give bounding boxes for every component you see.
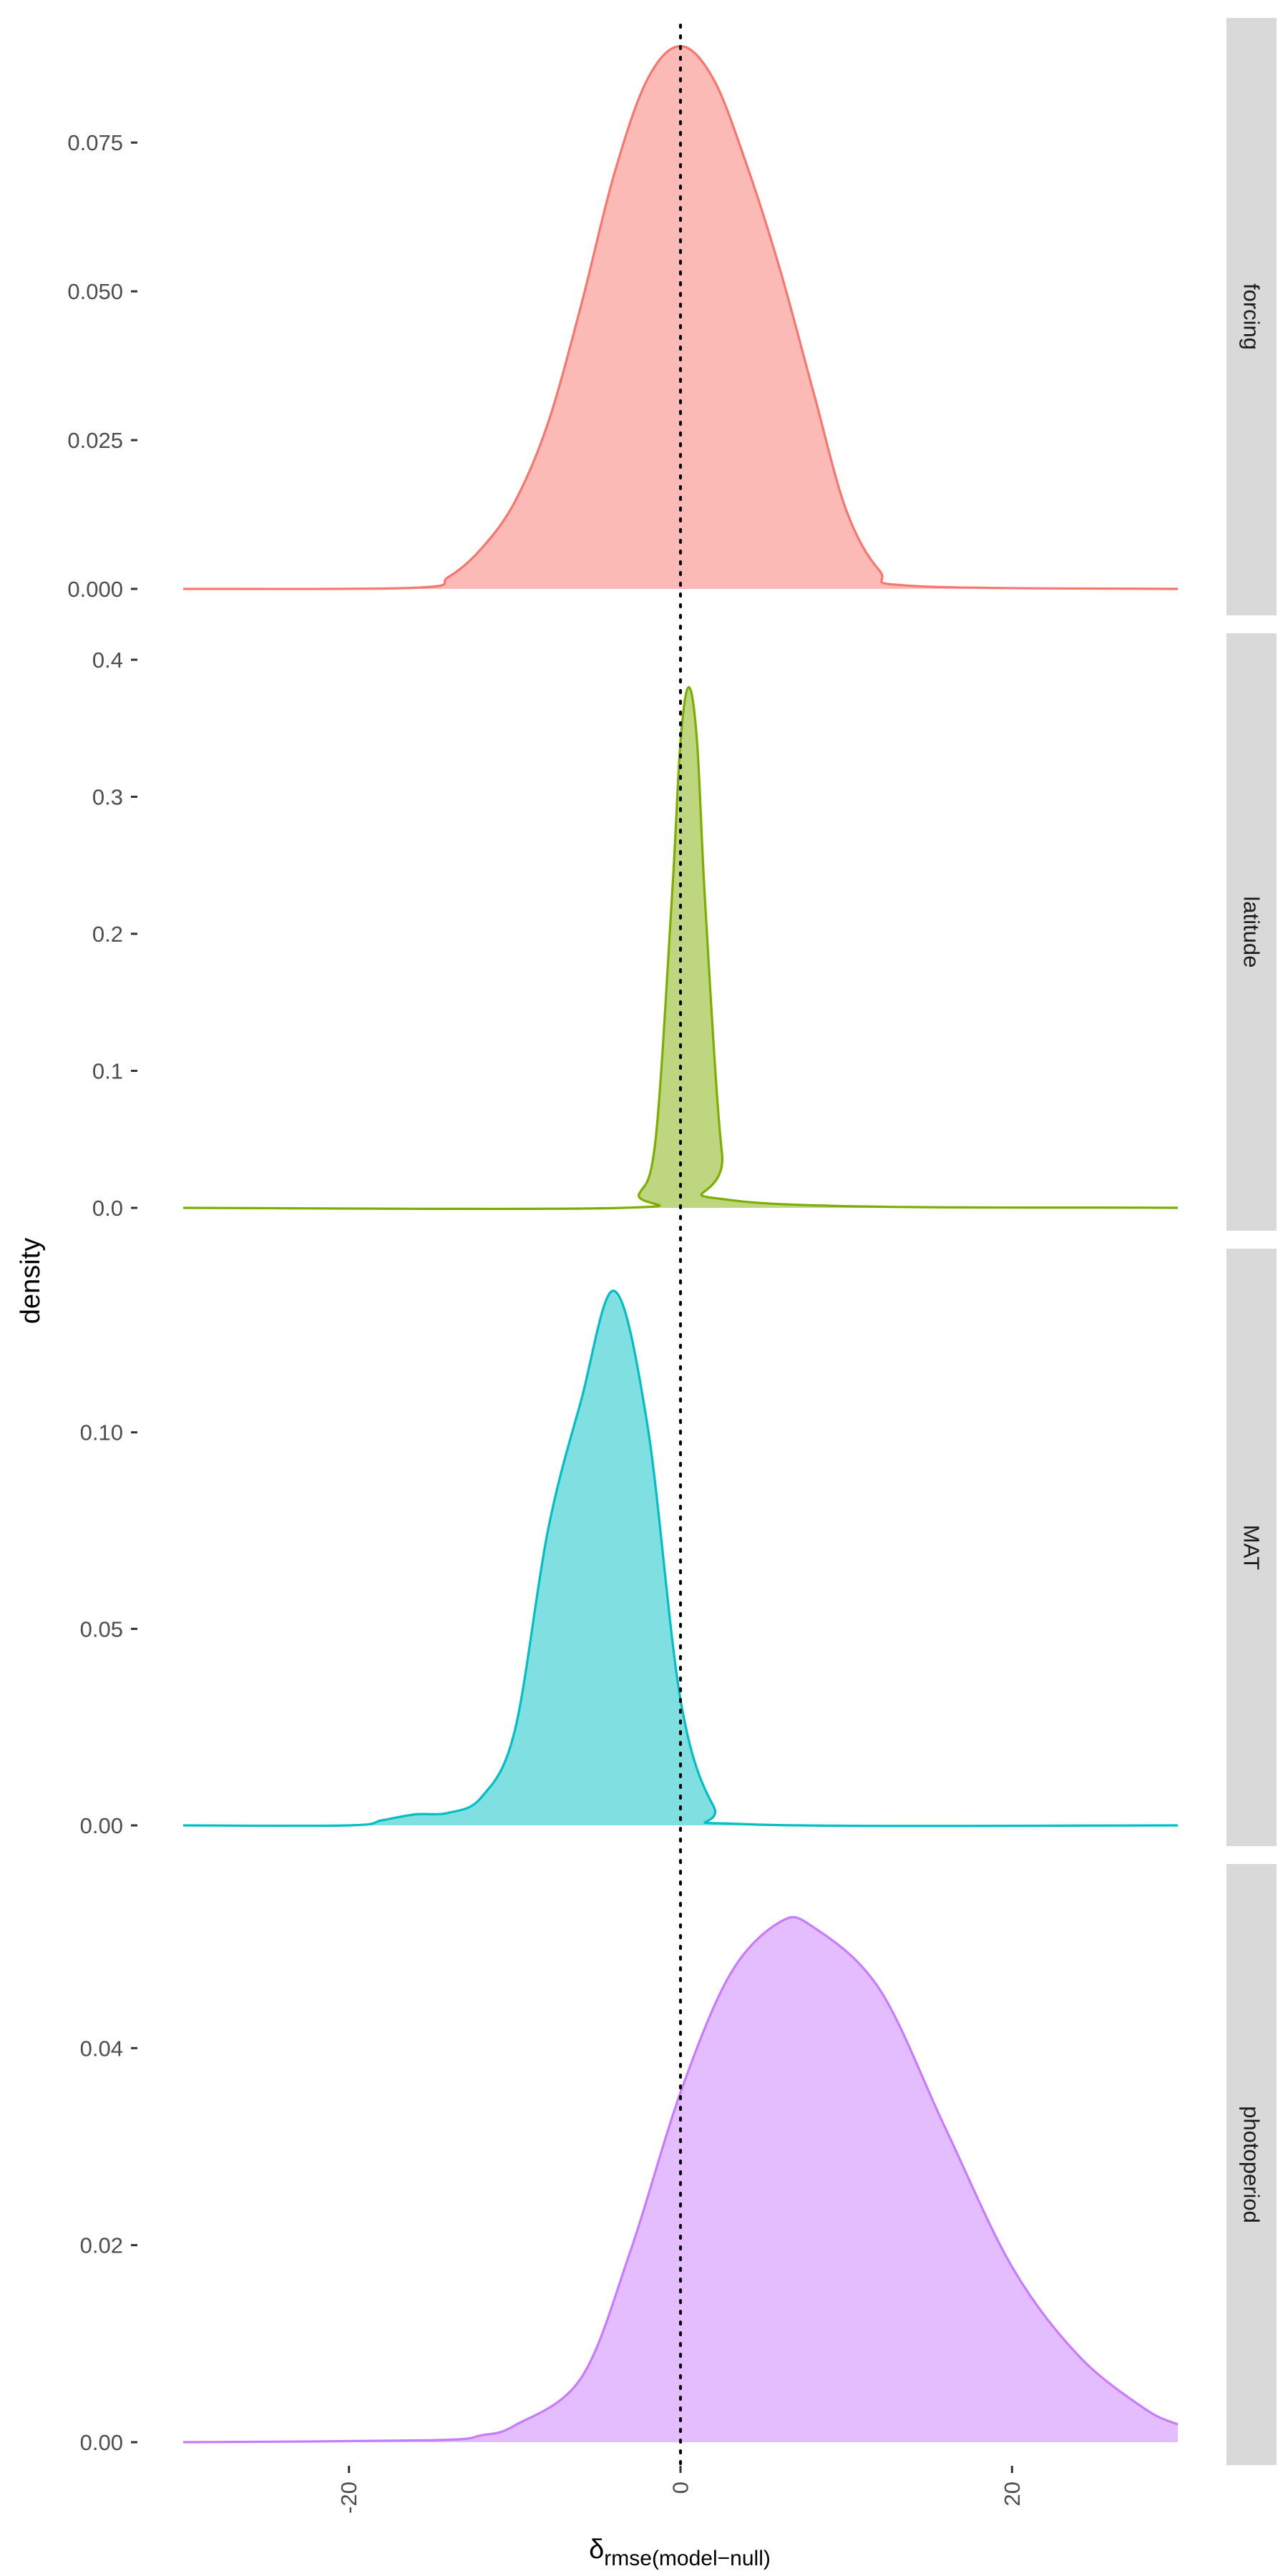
density-line-MAT <box>182 1289 1179 1828</box>
y-tick-label: 0.4 <box>92 648 123 673</box>
facet-panel-forcing: 0.000 0.025 0.050 0.075 forcing <box>67 18 1277 615</box>
facet-panel-photoperiod: 0.00 0.02 0.04 photoperiod <box>80 1864 1277 2465</box>
facet-strip-latitude: latitude <box>1226 633 1277 1231</box>
facet-strip-label: MAT <box>1239 1525 1264 1570</box>
density-line-forcing <box>182 44 1179 590</box>
x-axis-title-main: δ <box>589 2534 604 2565</box>
y-tick-label: 0.00 <box>80 2430 123 2455</box>
axes-layer: -20 0 20 <box>336 24 1025 2514</box>
facet-strip-label: photoperiod <box>1239 2106 1264 2223</box>
density-area-photoperiod <box>183 1917 1178 2442</box>
facet-strip-bg <box>1226 633 1277 1231</box>
y-tick-label: 0.10 <box>80 1420 123 1445</box>
y-axis-title: density <box>16 1238 46 1324</box>
x-tick-label: 20 <box>1000 2482 1025 2506</box>
y-tick-label: 0.050 <box>67 279 123 304</box>
y-tick-label: 0.05 <box>80 1616 123 1641</box>
y-tick-label: 0.075 <box>67 130 123 155</box>
density-area-MAT <box>183 1290 1178 1826</box>
y-tick-label: 0.3 <box>92 785 123 810</box>
y-tick-label: 0.0 <box>92 1196 123 1221</box>
y-tick-label: 0.00 <box>80 1813 123 1838</box>
y-tick-label: 0.1 <box>92 1059 123 1084</box>
y-tick-label: 0.2 <box>92 922 123 947</box>
facet-strip-bg <box>1226 18 1277 615</box>
x-axis-title: δrmse(model−null) <box>589 2534 771 2570</box>
x-axis-title-subscript: rmse(model−null) <box>604 2547 771 2570</box>
density-line-latitude <box>182 686 1179 1211</box>
facet-panel-latitude: 0.0 0.1 0.2 0.3 0.4 latitude <box>92 633 1277 1231</box>
density-line-photoperiod <box>182 1916 1179 2444</box>
x-tick-label: -20 <box>336 2482 361 2514</box>
facet-panel-MAT: 0.00 0.05 0.10 MAT <box>80 1249 1277 1846</box>
facet-strip-forcing: forcing <box>1226 18 1277 615</box>
facet-strip-label: forcing <box>1239 283 1264 350</box>
facet-strip-bg <box>1226 1864 1277 2465</box>
y-tick-label: 0.025 <box>67 428 123 453</box>
facet-strip-MAT: MAT <box>1226 1249 1277 1846</box>
y-tick-label: 0.000 <box>67 577 123 602</box>
panels-layer: 0.0000.0250.0500.075forcing0.00.10.20.30… <box>67 18 1277 2465</box>
facet-strip-label: latitude <box>1239 897 1264 968</box>
y-tick-label: 0.02 <box>80 2233 123 2258</box>
x-tick-label: 0 <box>668 2482 693 2494</box>
y-tick-label: 0.04 <box>80 2036 123 2061</box>
facet-strip-photoperiod: photoperiod <box>1226 1864 1277 2465</box>
facet-strip-bg <box>1226 1249 1277 1846</box>
